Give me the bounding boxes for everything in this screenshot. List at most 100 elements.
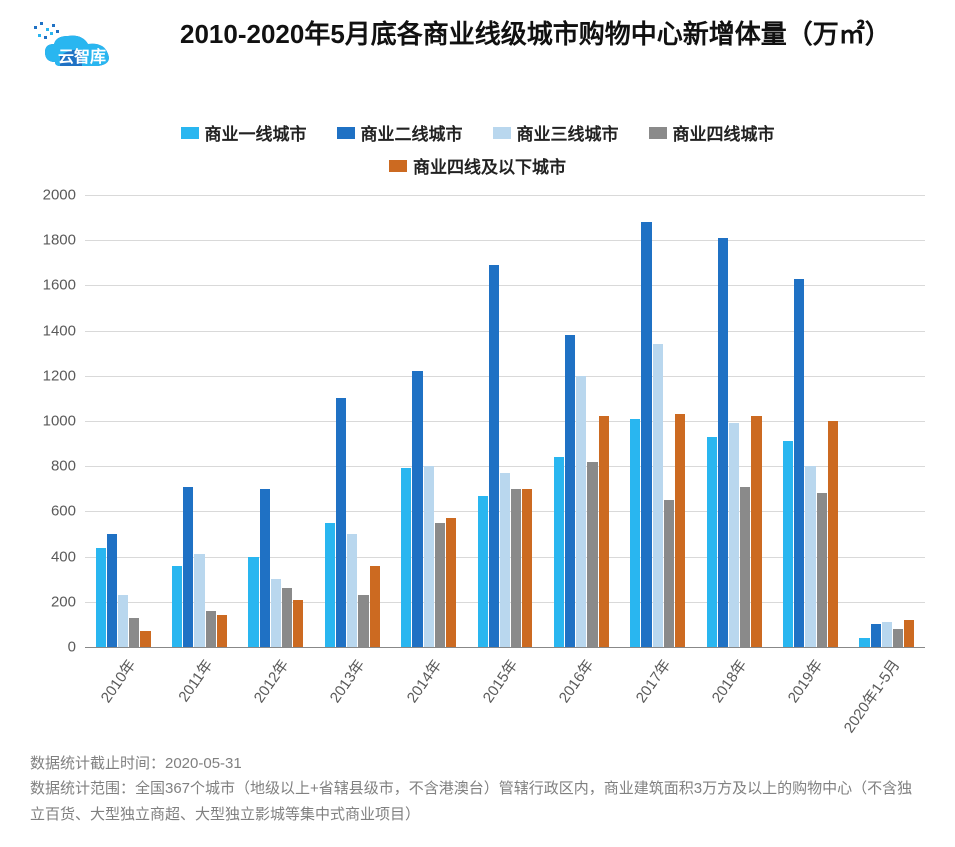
bar	[478, 496, 488, 647]
bar-group	[96, 195, 151, 647]
legend-item: 商业三线城市	[493, 120, 619, 145]
bar	[194, 554, 204, 647]
x-tick-label: 2017年	[630, 655, 675, 707]
legend-item: 商业四线及以下城市	[389, 153, 566, 178]
bar	[248, 557, 258, 647]
chart-title: 2010-2020年5月底各商业线级城市购物中心新增体量（万㎡）	[180, 15, 935, 54]
legend-item: 商业一线城市	[181, 120, 307, 145]
y-tick-label: 1400	[43, 322, 76, 339]
x-tick-label: 2010年	[95, 655, 140, 707]
legend-swatch	[649, 127, 667, 139]
bar-group	[783, 195, 838, 647]
y-tick-label: 1600	[43, 277, 76, 294]
x-tick-label: 2016年	[554, 655, 599, 707]
legend-label: 商业四线城市	[673, 120, 775, 145]
legend-swatch	[181, 127, 199, 139]
bar	[729, 423, 739, 647]
bar	[740, 487, 750, 647]
bar	[293, 600, 303, 647]
x-tick-label: 2018年	[706, 655, 751, 707]
bar-group	[325, 195, 380, 647]
logo-text-main: 云智库	[58, 47, 106, 66]
bar	[172, 566, 182, 647]
bar	[859, 638, 869, 647]
bar	[664, 500, 674, 647]
legend-swatch	[389, 160, 407, 172]
x-tick-label: 2019年	[783, 655, 828, 707]
bar	[183, 487, 193, 647]
bar	[511, 489, 521, 647]
bar	[500, 473, 510, 647]
bar	[641, 222, 651, 647]
y-tick-label: 1000	[43, 413, 76, 430]
legend: 商业一线城市 商业二线城市 商业三线城市 商业四线城市商业四线及以下城市	[0, 120, 955, 178]
bar	[904, 620, 914, 647]
y-axis: 0200400600800100012001400160018002000	[30, 195, 80, 647]
x-tick-label: 2013年	[325, 655, 370, 707]
y-tick-label: 200	[51, 593, 76, 610]
bar	[554, 457, 564, 647]
logo: 赢商 云智库	[30, 20, 150, 80]
x-tick-label: 2015年	[477, 655, 522, 707]
y-tick-label: 1800	[43, 232, 76, 249]
legend-item: 商业四线城市	[649, 120, 775, 145]
bar-group	[630, 195, 685, 647]
bar	[882, 622, 892, 647]
footer-notes: 数据统计截止时间：2020-05-31 数据统计范围：全国367个城市（地级以上…	[30, 751, 925, 828]
x-axis: 2010年 2011年 2012年 2013年 2014年 2015年 2016年 2017年…	[85, 647, 925, 717]
bar	[718, 238, 728, 647]
bar-group	[859, 195, 914, 647]
x-tick-label: 2011年	[172, 655, 216, 706]
bar	[675, 414, 685, 647]
bar	[828, 421, 838, 647]
bar	[446, 518, 456, 647]
bar	[370, 566, 380, 647]
bar	[805, 466, 815, 647]
bar	[325, 523, 335, 647]
bar	[794, 279, 804, 647]
bar	[871, 624, 881, 647]
chart: 0200400600800100012001400160018002000 20…	[30, 195, 935, 717]
y-tick-label: 0	[68, 639, 76, 656]
bar	[217, 615, 227, 647]
bar-group	[401, 195, 456, 647]
bar	[358, 595, 368, 647]
logo-text-top: 赢商	[88, 32, 108, 45]
y-tick-label: 600	[51, 503, 76, 520]
bar	[424, 466, 434, 647]
bar	[401, 468, 411, 647]
x-tick-label: 2014年	[401, 655, 446, 707]
bar	[435, 523, 445, 647]
legend-swatch	[493, 127, 511, 139]
y-tick-label: 1200	[43, 367, 76, 384]
y-tick-label: 800	[51, 458, 76, 475]
plot-area	[85, 195, 925, 647]
bar	[783, 441, 793, 647]
bar-group	[554, 195, 609, 647]
y-tick-label: 2000	[43, 187, 76, 204]
y-tick-label: 400	[51, 548, 76, 565]
bar-group	[707, 195, 762, 647]
bar	[522, 489, 532, 647]
x-tick-label: 2020年1-5月	[838, 655, 904, 737]
x-tick-label: 2012年	[248, 655, 293, 707]
bar	[751, 416, 761, 647]
bar	[140, 631, 150, 647]
bar	[129, 618, 139, 647]
bar	[118, 595, 128, 647]
footer-line-1: 数据统计截止时间：2020-05-31	[30, 751, 925, 777]
legend-swatch	[337, 127, 355, 139]
bar	[565, 335, 575, 647]
bar	[817, 493, 827, 647]
footer-line-2: 数据统计范围：全国367个城市（地级以上+省辖县级市，不含港澳台）管辖行政区内，…	[30, 776, 925, 827]
bar-group	[478, 195, 533, 647]
bar	[206, 611, 216, 647]
legend-label: 商业二线城市	[361, 120, 463, 145]
bar	[653, 344, 663, 647]
bar	[489, 265, 499, 647]
bar	[587, 462, 597, 647]
bar	[707, 437, 717, 647]
legend-label: 商业四线及以下城市	[413, 153, 566, 178]
bar-group	[172, 195, 227, 647]
bar	[107, 534, 117, 647]
